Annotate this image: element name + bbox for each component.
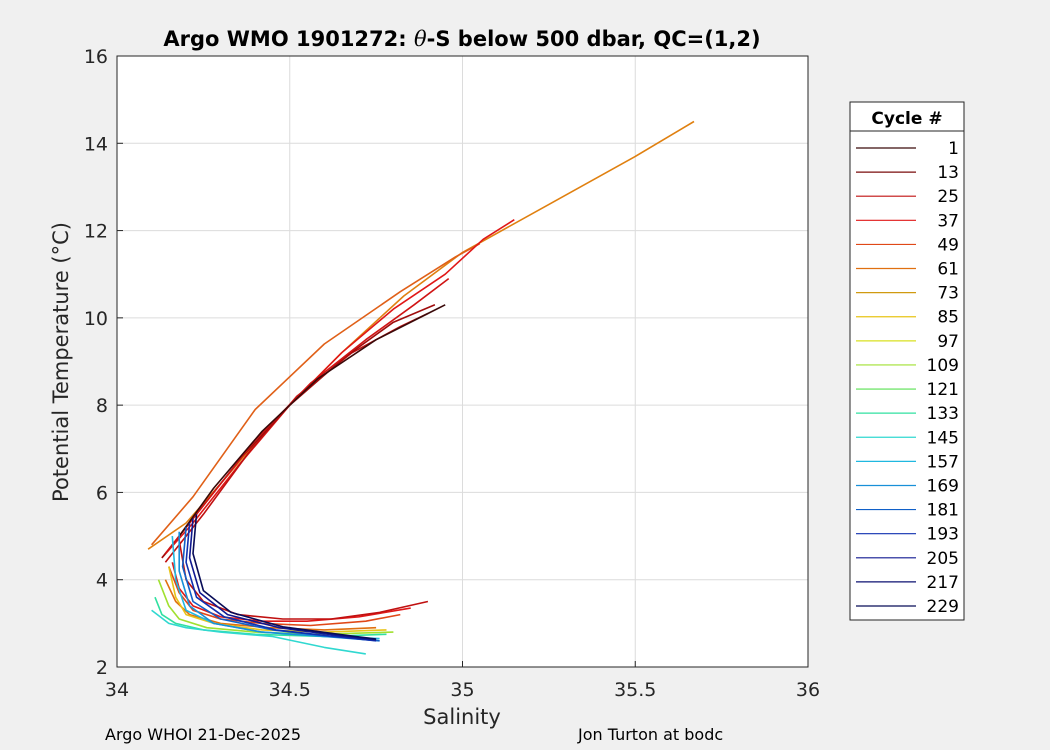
y-tick-label: 6	[96, 482, 108, 504]
legend-entry-label: 133	[927, 404, 959, 424]
y-tick-label: 8	[96, 395, 108, 417]
legend-entry-label: 85	[937, 308, 959, 328]
x-tick-label: 36	[796, 679, 820, 701]
series-line-1	[150, 242, 481, 546]
legend-entry-label: 1	[948, 139, 959, 159]
y-axis-label: Potential Temperature (°C)	[49, 222, 73, 502]
series-line-20	[192, 514, 377, 640]
footer-right-text: Jon Turton at bodc	[578, 725, 724, 744]
x-tick-label: 35	[450, 679, 474, 701]
x-tick-label: 34	[105, 679, 129, 701]
series-layer	[147, 120, 695, 655]
y-tick-label: 14	[84, 133, 108, 155]
series-line-6	[178, 304, 446, 537]
grid	[116, 55, 809, 668]
series-line-8	[178, 540, 429, 620]
series-line-18	[185, 522, 377, 642]
legend-entry-label: 109	[927, 356, 959, 376]
x-tick-label: 35.5	[614, 679, 656, 701]
y-tick-label: 4	[96, 570, 108, 592]
x-tick-label: 34.5	[269, 679, 311, 701]
legend-entry-label: 97	[937, 332, 959, 352]
legend-entry-label: 73	[937, 284, 959, 304]
legend-entry-label: 157	[927, 452, 959, 472]
legend-title: Cycle #	[871, 109, 942, 129]
legend-entry-label: 145	[927, 428, 959, 448]
series-line-2	[161, 219, 515, 559]
legend: Cycle # 1 13 25 37 49 61 73 85 97 109 121 133 145 157…	[849, 101, 965, 621]
y-tick-label: 10	[84, 308, 108, 330]
y-tick-label: 16	[84, 46, 108, 68]
series-line-5	[164, 277, 450, 554]
legend-entry-label: 217	[927, 573, 959, 593]
series-line-14	[151, 609, 366, 655]
legend-entry-label: 61	[937, 260, 959, 280]
legend-entry-label: 13	[937, 163, 959, 183]
x-axis-label: Salinity	[423, 705, 501, 729]
legend-entry-label: 49	[937, 235, 959, 255]
legend-entry-label: 37	[937, 211, 959, 231]
chart-title: Argo WMO 1901272: θ-S below 500 dbar, QC…	[163, 27, 760, 51]
y-tick-label: 2	[96, 657, 108, 679]
title-theta: θ	[414, 27, 427, 51]
series-line-19	[188, 518, 377, 641]
footer-left-text: Argo WHOI 21-Dec-2025	[105, 725, 302, 744]
legend-entry-label: 169	[927, 476, 959, 496]
y-tick-label: 12	[84, 221, 108, 243]
legend-entries: 1 13 25 37 49 61 73 85 97 109 121 133 145 157 169 181 19…	[856, 139, 959, 617]
legend-entry-label: 25	[937, 187, 959, 207]
series-line-7	[171, 562, 411, 623]
title-suffix: -S below 500 dbar, QC=(1,2)	[427, 27, 761, 51]
legend-entry-label: 121	[927, 380, 959, 400]
ticks: 34 34.5 35 35.5 36 2 4 6 8 10 12 14 16	[84, 46, 820, 701]
legend-entry-label: 229	[927, 597, 959, 617]
legend-entry-label: 205	[927, 549, 959, 569]
series-line-10	[164, 579, 377, 631]
legend-entry-label: 181	[927, 501, 959, 521]
title-prefix: Argo WMO 1901272:	[163, 27, 414, 51]
legend-entry-label: 193	[927, 525, 959, 545]
